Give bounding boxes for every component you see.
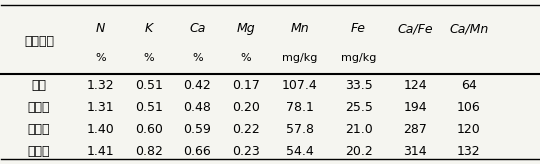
Text: %: % bbox=[144, 53, 154, 63]
Text: 0.59: 0.59 bbox=[184, 123, 212, 136]
Text: 中病株: 中病株 bbox=[28, 123, 50, 136]
Text: Fe: Fe bbox=[351, 22, 366, 35]
Text: 0.20: 0.20 bbox=[232, 101, 260, 114]
Text: 植株表现: 植株表现 bbox=[24, 35, 54, 48]
Text: %: % bbox=[96, 53, 106, 63]
Text: 54.4: 54.4 bbox=[286, 145, 313, 158]
Text: %: % bbox=[240, 53, 251, 63]
Text: 107.4: 107.4 bbox=[282, 79, 318, 92]
Text: 0.22: 0.22 bbox=[232, 123, 260, 136]
Text: Ca: Ca bbox=[190, 22, 206, 35]
Text: %: % bbox=[192, 53, 203, 63]
Text: 正常: 正常 bbox=[31, 79, 46, 92]
Text: 0.82: 0.82 bbox=[135, 145, 163, 158]
Text: 124: 124 bbox=[403, 79, 427, 92]
Text: 120: 120 bbox=[457, 123, 481, 136]
Text: 1.41: 1.41 bbox=[87, 145, 114, 158]
Text: Ca/Mn: Ca/Mn bbox=[449, 22, 488, 35]
Text: 64: 64 bbox=[461, 79, 477, 92]
Text: 57.8: 57.8 bbox=[286, 123, 314, 136]
Text: 1.32: 1.32 bbox=[87, 79, 114, 92]
Text: 1.40: 1.40 bbox=[87, 123, 114, 136]
Text: 33.5: 33.5 bbox=[345, 79, 373, 92]
Text: 0.17: 0.17 bbox=[232, 79, 260, 92]
Text: 0.48: 0.48 bbox=[184, 101, 212, 114]
Text: 78.1: 78.1 bbox=[286, 101, 314, 114]
Text: 0.23: 0.23 bbox=[232, 145, 260, 158]
Text: mg/kg: mg/kg bbox=[282, 53, 317, 63]
Text: Mn: Mn bbox=[290, 22, 309, 35]
Text: 0.42: 0.42 bbox=[184, 79, 211, 92]
Text: 20.2: 20.2 bbox=[345, 145, 373, 158]
Text: 0.66: 0.66 bbox=[184, 145, 211, 158]
Text: Mg: Mg bbox=[237, 22, 255, 35]
Text: N: N bbox=[96, 22, 105, 35]
Text: 194: 194 bbox=[403, 101, 427, 114]
Text: 0.51: 0.51 bbox=[135, 101, 163, 114]
Text: 106: 106 bbox=[457, 101, 481, 114]
Text: mg/kg: mg/kg bbox=[341, 53, 376, 63]
Text: 重病株: 重病株 bbox=[28, 145, 50, 158]
Text: 287: 287 bbox=[403, 123, 427, 136]
Text: 132: 132 bbox=[457, 145, 481, 158]
Text: 21.0: 21.0 bbox=[345, 123, 373, 136]
Text: 25.5: 25.5 bbox=[345, 101, 373, 114]
Text: 0.51: 0.51 bbox=[135, 79, 163, 92]
Text: Ca/Fe: Ca/Fe bbox=[397, 22, 433, 35]
Text: 1.31: 1.31 bbox=[87, 101, 114, 114]
Text: 轻病株: 轻病株 bbox=[28, 101, 50, 114]
Text: 314: 314 bbox=[403, 145, 427, 158]
Text: K: K bbox=[145, 22, 153, 35]
Text: 0.60: 0.60 bbox=[135, 123, 163, 136]
